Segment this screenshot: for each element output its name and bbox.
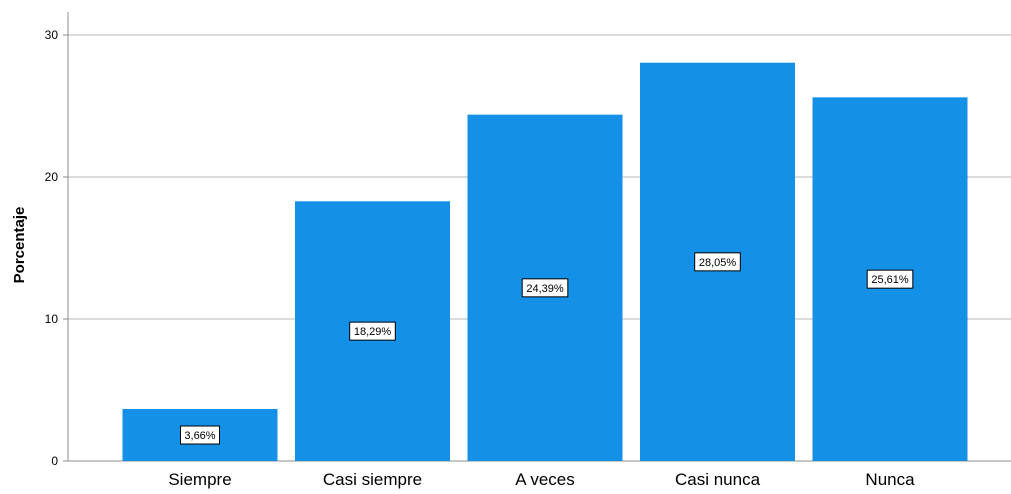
data-label: 3,66% xyxy=(184,430,215,442)
data-label: 28,05% xyxy=(699,257,737,269)
y-tick-labels: 0 10 20 30 xyxy=(45,28,68,468)
y-tick-label: 10 xyxy=(45,312,59,326)
data-label: 25,61% xyxy=(871,274,909,286)
x-tick-label: A veces xyxy=(515,470,575,489)
data-label-box xyxy=(349,321,396,341)
data-label-box xyxy=(521,278,569,298)
bars xyxy=(122,62,968,462)
x-tick-label: Casi nunca xyxy=(675,470,761,489)
x-tick-label: Casi siempre xyxy=(323,470,422,489)
x-tick-label: Siempre xyxy=(168,470,231,489)
y-axis-title: Porcentaje xyxy=(11,207,28,284)
y-tick-label: 0 xyxy=(51,454,58,468)
data-label-box xyxy=(694,252,741,272)
x-tick-labels: Siempre Casi siempre A veces Casi nunca Nunc… xyxy=(168,470,915,489)
data-label: 18,29% xyxy=(354,326,392,338)
y-tick-label: 30 xyxy=(45,28,59,42)
x-tick-label: Nunca xyxy=(865,470,915,489)
data-label-box xyxy=(866,269,914,289)
y-tick-label: 20 xyxy=(45,170,59,184)
data-label-box xyxy=(180,425,220,445)
data-labels: 3,66% 18,29% 24,39% 28,05% 25,61% xyxy=(180,252,914,445)
data-label: 24,39% xyxy=(526,283,564,295)
